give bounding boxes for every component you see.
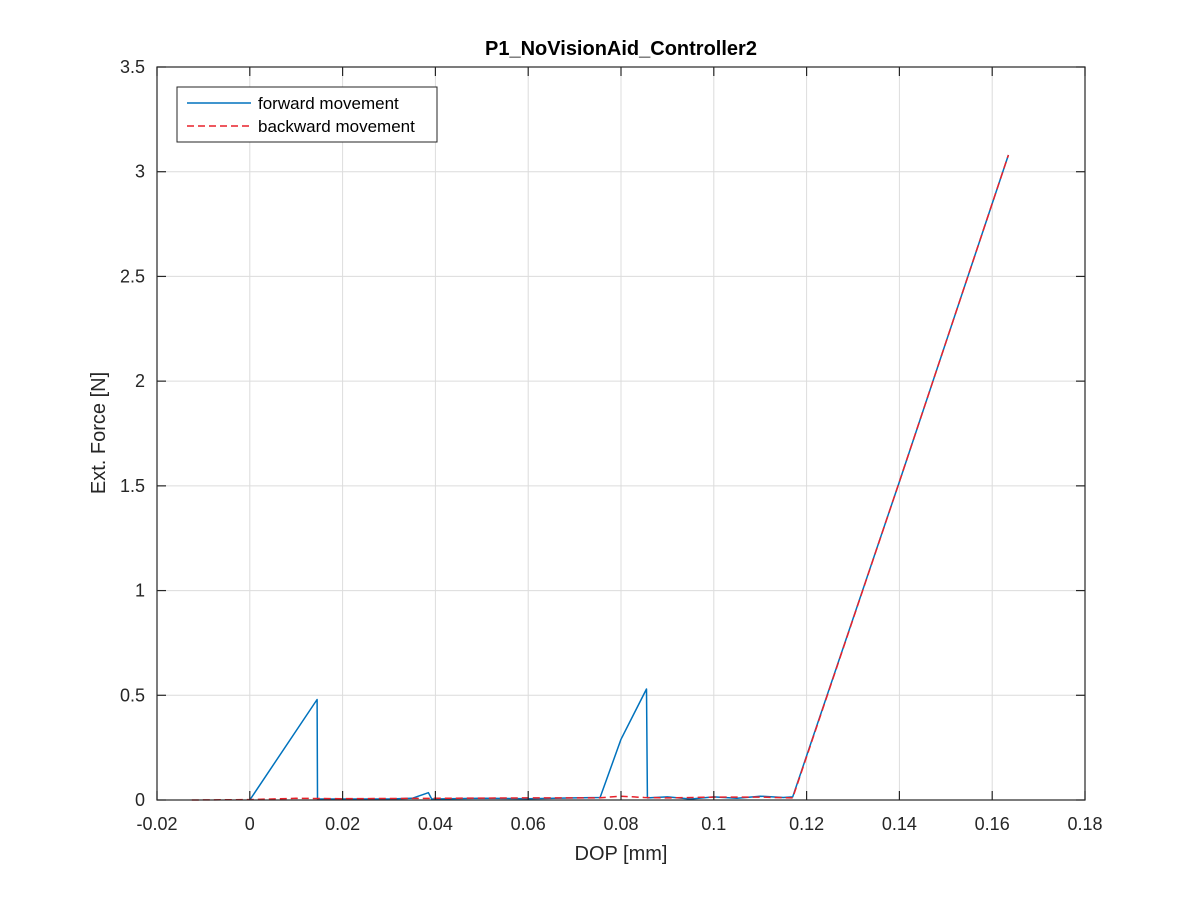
legend-box xyxy=(176,86,438,143)
chart-title: P1_NoVisionAid_Controller2 xyxy=(485,38,757,60)
x-tick-label: 0.06 xyxy=(511,814,546,834)
x-tick-label: 0.02 xyxy=(325,814,360,834)
y-tick-label: 3 xyxy=(135,162,145,182)
y-tick-label: 1 xyxy=(135,581,145,601)
x-tick-label: 0.16 xyxy=(975,814,1010,834)
y-tick-label: 0.5 xyxy=(120,685,145,705)
x-axis-label: DOP [mm] xyxy=(575,843,668,865)
y-tick-label: 0 xyxy=(135,790,145,810)
legend-label-forward: forward movement xyxy=(258,94,399,113)
x-tick-label: 0 xyxy=(245,814,255,834)
x-tick-label: 0.04 xyxy=(418,814,453,834)
y-axis-label: Ext. Force [N] xyxy=(88,372,110,494)
x-tick-label: 0.18 xyxy=(1067,814,1102,834)
y-tick-label: 2.5 xyxy=(120,266,145,286)
y-tick-label: 2 xyxy=(135,371,145,391)
x-tick-label: 0.1 xyxy=(701,814,726,834)
legend: forward movement backward movement xyxy=(176,86,438,143)
x-tick-label: 0.08 xyxy=(603,814,638,834)
x-axis: -0.02 0 0.02 0.04 0.06 0.08 0.1 0.12 0.14 0.16 0.1… xyxy=(136,67,1103,834)
y-tick-label: 1.5 xyxy=(120,476,145,496)
y-tick-label: 3.5 xyxy=(120,57,145,77)
y-axis: 0 0.5 1 1.5 2 2.5 3 3.5 xyxy=(120,57,1085,810)
x-tick-label: 0.14 xyxy=(882,814,917,834)
x-tick-label: 0.12 xyxy=(789,814,824,834)
x-tick-label: -0.02 xyxy=(136,814,177,834)
legend-label-backward: backward movement xyxy=(258,117,415,136)
